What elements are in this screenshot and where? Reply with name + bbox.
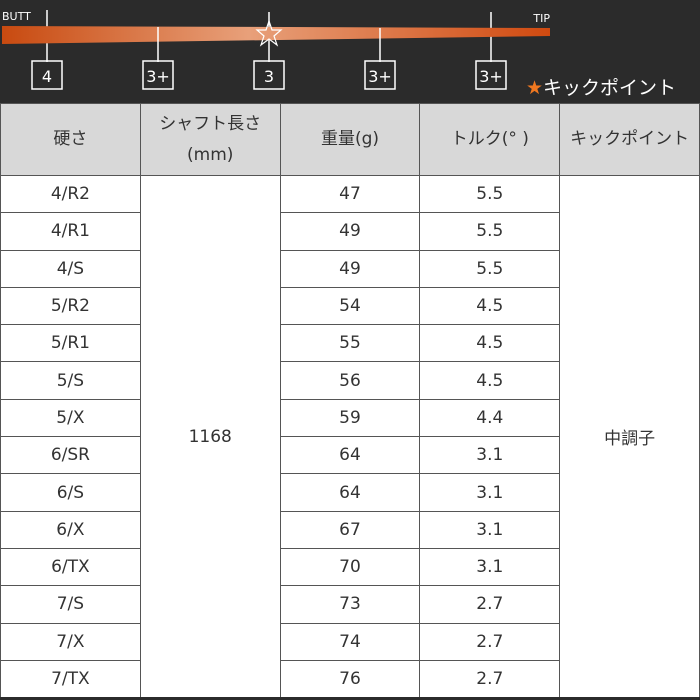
weight-cell: 49 — [279, 212, 421, 251]
weight-cell: 49 — [279, 249, 421, 288]
weight-cell: 64 — [279, 436, 421, 475]
marker-label: 3+ — [146, 67, 170, 86]
marker-box — [364, 60, 396, 90]
table-row: 6/TX 70 3.1 — [0, 547, 700, 587]
torque-cell: 2.7 — [419, 622, 561, 661]
torque-cell: 4.4 — [419, 398, 561, 438]
marker-label: 3+ — [368, 67, 392, 86]
torque-cell: 5.5 — [419, 174, 561, 214]
flex-cell: 4/R1 — [0, 212, 141, 251]
flex-cell: 6/SR — [0, 436, 141, 475]
tip-label: TIP — [532, 12, 550, 25]
header-cell: キックポイント — [559, 103, 700, 176]
header-cell: 重量(g) — [279, 103, 421, 176]
butt-label: BUTT — [2, 10, 31, 23]
table-row: 6/S 64 3.1 — [0, 473, 700, 512]
weight-cell: 73 — [279, 585, 421, 624]
legend: ★キックポイント — [526, 73, 676, 100]
marker-label: 4 — [42, 67, 52, 86]
kick-point-cell: 中調子 — [559, 174, 700, 699]
torque-cell: 5.5 — [419, 249, 561, 288]
header-cell: トルク(° ) — [419, 103, 561, 176]
marker-box — [253, 60, 285, 90]
marker-label: 3+ — [479, 67, 503, 86]
shaft-diagram: BUTT TIP 4 3+ 3 3+ 3+ ★キックポイント — [0, 0, 700, 103]
flex-cell: 7/TX — [0, 659, 141, 699]
torque-cell: 5.5 — [419, 212, 561, 251]
flex-cell: 5/S — [0, 361, 141, 400]
torque-cell: 2.7 — [419, 585, 561, 624]
torque-cell: 4.5 — [419, 361, 561, 400]
flex-cell: 7/X — [0, 622, 141, 661]
torque-cell: 3.1 — [419, 510, 561, 549]
kick-star — [255, 19, 283, 47]
torque-cell: 3.1 — [419, 436, 561, 475]
table-row: 5/R1 55 4.5 — [0, 324, 700, 363]
weight-cell: 67 — [279, 510, 421, 549]
flex-cell: 5/X — [0, 398, 141, 438]
torque-cell: 3.1 — [419, 547, 561, 587]
torque-cell: 2.7 — [419, 659, 561, 699]
flex-cell: 6/TX — [0, 547, 141, 587]
table-row: 7/X 74 2.7 — [0, 622, 700, 661]
marker-box — [31, 60, 63, 90]
shaft-graphic: BUTT TIP 4 3+ 3 3+ 3+ — [2, 10, 550, 90]
weight-cell: 54 — [279, 286, 421, 326]
weight-cell: 59 — [279, 398, 421, 438]
weight-cell: 47 — [279, 174, 421, 214]
table-row: 6/SR 64 3.1 — [0, 436, 700, 475]
header-cell: シャフト長さ (mm) — [139, 103, 281, 176]
table-row: 4/R2 1168 47 5.5 中調子 — [0, 174, 700, 699]
flex-cell: 4/R2 — [0, 174, 141, 214]
header-cell: 硬さ — [0, 103, 141, 176]
weight-cell: 64 — [279, 473, 421, 512]
table-row: 5/X 59 4.4 — [0, 398, 700, 438]
table-row: 6/X 67 3.1 — [0, 510, 700, 549]
flex-cell: 6/S — [0, 473, 141, 512]
weight-cell: 56 — [279, 361, 421, 400]
legend-star: ★ — [526, 77, 544, 99]
flex-cell: 6/X — [0, 510, 141, 549]
flex-cell: 7/S — [0, 585, 141, 624]
marker-label: 3 — [264, 67, 274, 86]
marker-box — [475, 60, 507, 90]
marker-box — [142, 60, 174, 90]
flex-cell: 5/R2 — [0, 286, 141, 326]
legend-label: キックポイント — [543, 77, 677, 99]
table-row: 5/R2 54 4.5 — [0, 286, 700, 326]
weight-cell: 74 — [279, 622, 421, 661]
flex-cell: 4/S — [0, 249, 141, 288]
torque-cell: 3.1 — [419, 473, 561, 512]
table-row: 7/S 73 2.7 — [0, 585, 700, 624]
table-row: 5/S 56 4.5 — [0, 361, 700, 400]
flex-cell: 5/R1 — [0, 324, 141, 363]
length-cell: 1168 — [139, 174, 281, 699]
torque-cell: 4.5 — [419, 324, 561, 363]
weight-cell: 55 — [279, 324, 421, 363]
torque-cell: 4.5 — [419, 286, 561, 326]
table-row: 4/S 49 5.5 — [0, 249, 700, 288]
weight-cell: 76 — [279, 659, 421, 699]
weight-cell: 70 — [279, 547, 421, 587]
spec-table: 硬さ シャフト長さ (mm) 重量(g) トルク(° ) キックポイント 4/R2 1168… — [0, 103, 700, 699]
